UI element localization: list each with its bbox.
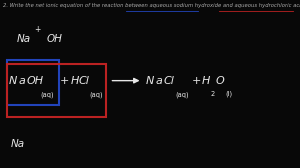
Text: 2: 2: [211, 91, 215, 97]
Text: a: a: [156, 76, 163, 86]
Text: 2. Write the net ionic equation of the reaction between aqueous sodium hydroxide: 2. Write the net ionic equation of the r…: [3, 3, 300, 8]
Text: (l): (l): [226, 91, 233, 97]
Text: (aq): (aq): [40, 92, 54, 98]
Text: N: N: [9, 76, 17, 86]
Bar: [7, 60, 59, 105]
Text: +: +: [34, 25, 41, 34]
Text: O: O: [215, 76, 224, 86]
Text: Cl: Cl: [164, 76, 174, 86]
Text: (aq): (aq): [175, 92, 188, 98]
Text: OH: OH: [26, 76, 44, 86]
Text: (aq): (aq): [89, 92, 103, 98]
Text: +: +: [60, 76, 69, 86]
Text: Cl: Cl: [79, 76, 90, 86]
Text: Na: Na: [11, 139, 25, 150]
Text: OH: OH: [46, 34, 62, 44]
Text: N: N: [146, 76, 154, 86]
Text: Na: Na: [16, 34, 31, 44]
Text: H: H: [70, 76, 79, 86]
Text: a: a: [19, 76, 26, 86]
Bar: [7, 64, 106, 117]
Text: +: +: [191, 76, 201, 86]
Text: H: H: [202, 76, 210, 86]
